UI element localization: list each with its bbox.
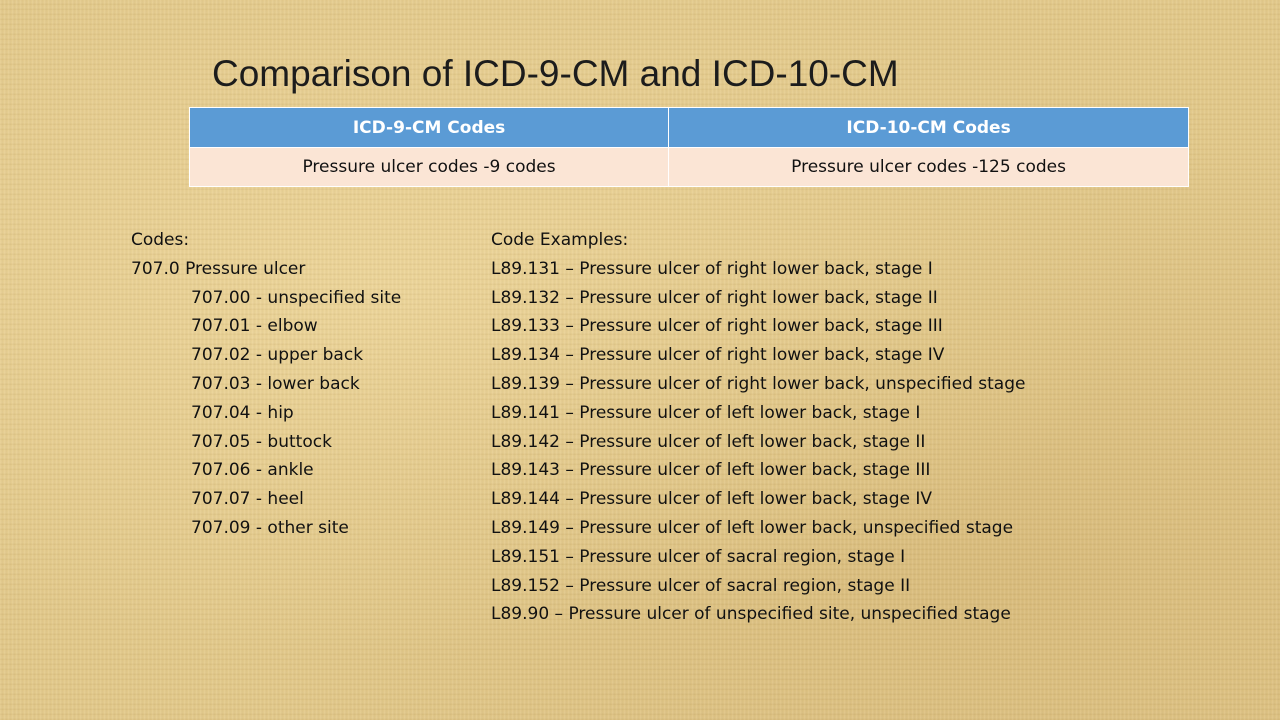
list-item: L89.151 – Pressure ulcer of sacral regio… (491, 546, 906, 567)
list-item: 707.04 - hip (191, 402, 294, 423)
list-item: L89.141 – Pressure ulcer of left lower b… (491, 402, 921, 423)
list-item: L89.144 – Pressure ulcer of left lower b… (491, 489, 933, 510)
icd9-code-list: 707.00 - unspecified site 707.01 - elbow… (131, 284, 401, 543)
list-item: L89.139 – Pressure ulcer of right lower … (491, 373, 1026, 394)
list-item: 707.01 - elbow (191, 316, 318, 337)
list-item: L89.132 – Pressure ulcer of right lower … (491, 287, 938, 308)
list-item: L89.149 – Pressure ulcer of left lower b… (491, 517, 1014, 538)
list-item: 707.09 - other site (191, 517, 349, 538)
icd10-column-header: ICD-10-CM Codes (668, 107, 1189, 148)
comparison-table: ICD-9-CM Codes ICD-10-CM Codes Pressure … (188, 107, 1189, 187)
list-item: 707.07 - heel (191, 489, 304, 510)
icd10-example-list: L89.131 – Pressure ulcer of right lower … (491, 255, 1025, 629)
table-header-row: ICD-9-CM Codes ICD-10-CM Codes (188, 107, 1189, 148)
list-item: 707.06 - ankle (191, 460, 314, 481)
icd9-codes-section: Codes: 707.0 Pressure ulcer 707.00 - uns… (131, 226, 401, 543)
list-item: 707.03 - lower back (191, 373, 360, 394)
list-item: L89.131 – Pressure ulcer of right lower … (491, 258, 933, 279)
list-item: L89.134 – Pressure ulcer of right lower … (491, 345, 945, 366)
icd9-parent-code: 707.0 Pressure ulcer (131, 258, 306, 279)
list-item: L89.90 – Pressure ulcer of unspecified s… (491, 604, 1011, 625)
list-item: L89.152 – Pressure ulcer of sacral regio… (491, 575, 911, 596)
icd9-codes-heading: Codes: (131, 230, 190, 250)
list-item: 707.05 - buttock (191, 431, 332, 452)
slide-title: Comparison of ICD-9-CM and ICD-10-CM (212, 53, 899, 94)
list-item: 707.00 - unspecified site (191, 287, 402, 308)
list-item: L89.133 – Pressure ulcer of right lower … (491, 316, 943, 337)
icd9-code-count-cell: Pressure ulcer codes -9 codes (188, 147, 670, 187)
table-row: Pressure ulcer codes -9 codes Pressure u… (188, 147, 1189, 187)
list-item: L89.143 – Pressure ulcer of left lower b… (491, 460, 931, 481)
icd9-column-header: ICD-9-CM Codes (188, 107, 670, 148)
icd10-examples-section: Code Examples: L89.131 – Pressure ulcer … (491, 226, 1025, 629)
list-item: L89.142 – Pressure ulcer of left lower b… (491, 431, 926, 452)
icd10-code-count-cell: Pressure ulcer codes -125 codes (668, 147, 1189, 187)
list-item: 707.02 - upper back (191, 345, 364, 366)
icd10-examples-heading: Code Examples: (491, 230, 629, 250)
